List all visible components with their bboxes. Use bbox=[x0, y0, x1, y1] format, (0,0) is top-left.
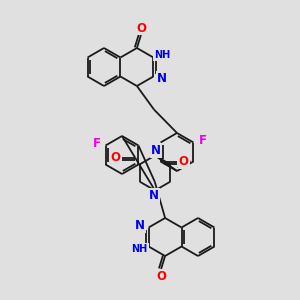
Text: O: O bbox=[156, 269, 166, 283]
Text: O: O bbox=[110, 151, 120, 164]
Text: N: N bbox=[158, 72, 167, 85]
Text: N: N bbox=[149, 189, 159, 202]
Text: NH: NH bbox=[131, 244, 148, 254]
Text: O: O bbox=[179, 155, 189, 168]
Text: N: N bbox=[151, 144, 161, 157]
Text: O: O bbox=[136, 22, 146, 34]
Text: F: F bbox=[92, 137, 101, 150]
Text: F: F bbox=[199, 134, 206, 147]
Text: N: N bbox=[135, 219, 145, 232]
Text: NH: NH bbox=[154, 50, 170, 61]
